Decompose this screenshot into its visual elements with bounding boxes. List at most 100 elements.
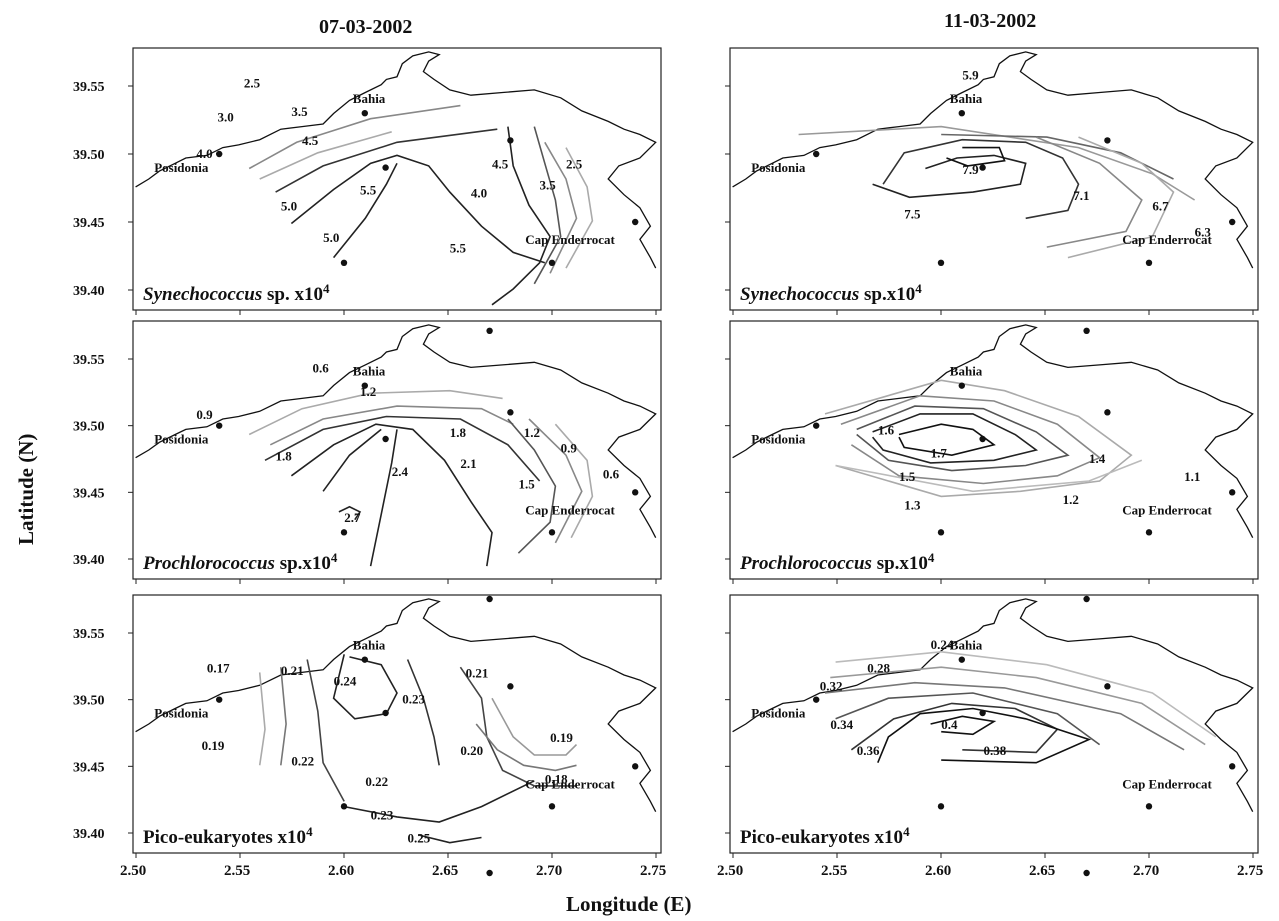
place-label-bahia: Bahia <box>353 638 386 653</box>
coastline <box>732 598 1254 812</box>
contour-label-5: 6.7 <box>1152 198 1169 213</box>
contour-label-10: 1.5 <box>518 477 535 492</box>
y-tick-label-3: 39.45 <box>73 486 105 501</box>
contour-label-3: 0.9 <box>196 407 213 422</box>
contour-line-7 <box>1067 136 1175 259</box>
coastline <box>732 324 1254 538</box>
x-tick-label-3: 2.60 <box>328 863 354 879</box>
station-dot-6 <box>340 529 348 536</box>
contour-line-5 <box>332 162 398 259</box>
contour-line-2 <box>840 394 1102 485</box>
contour-line-1 <box>798 125 1196 201</box>
station-dot-3 <box>382 709 389 717</box>
station-dot-1 <box>958 110 965 117</box>
contour-label-3: 0.24 <box>334 673 357 688</box>
station-dot-1 <box>958 656 965 663</box>
contour-label-11: 5.0 <box>281 198 297 213</box>
contour-label-4: 1.2 <box>524 425 540 440</box>
station-dot-6 <box>340 259 348 266</box>
x-tick-label-5: 2.70 <box>536 863 562 879</box>
station-dot-6 <box>937 259 945 266</box>
map-panel-6: 0.24 0.28 0.32 0.34 0.4 0.36 0.38 Bahia Posidoni… <box>717 594 1263 879</box>
contour-label-13: 5.5 <box>450 240 467 255</box>
contour-line-2 <box>941 133 1174 180</box>
place-label-cap-enderrocat: Cap Enderrocat <box>525 776 615 791</box>
contour-label-4: 4.0 <box>196 146 212 161</box>
station-dot-8 <box>1083 327 1090 334</box>
station-dot-8 <box>1083 595 1090 603</box>
contour-label-2: 3.0 <box>217 109 233 124</box>
contour-label-3: 0.32 <box>820 678 843 693</box>
station-dot-4 <box>1104 137 1111 144</box>
contour-label-8: 2.4 <box>392 464 409 479</box>
x-tick-label-4: 2.65 <box>432 863 458 879</box>
contour-label-9: 2.1 <box>460 456 476 471</box>
contour-label-5: 4.5 <box>302 133 319 148</box>
contour-label-11: 0.18 <box>545 771 568 786</box>
panel-title: Pico-eukaryotes x104 <box>740 824 910 848</box>
station-dot-4 <box>507 137 514 144</box>
coastline <box>135 324 657 538</box>
x-tick-label-2: 2.55 <box>821 863 847 879</box>
place-label-bahia: Bahia <box>353 364 386 379</box>
contour-label-2: 7.9 <box>962 162 979 177</box>
contour-label-6: 0.36 <box>857 743 880 758</box>
column-title-left: 07-03-2002 <box>319 16 413 38</box>
contour-line-6 <box>1035 136 1143 248</box>
contour-label-7: 0.22 <box>291 753 314 768</box>
contour-label-4: 7.1 <box>1073 188 1089 203</box>
contour-label-5: 0.21 <box>466 666 489 681</box>
contour-line-10 <box>417 834 482 844</box>
map-panel-2: 5.9 7.9 7.5 7.1 6.7 6.3 Bahia Posidonia Cap Ende… <box>725 47 1259 334</box>
panel-frame <box>132 594 662 854</box>
station-dot-4 <box>507 683 514 690</box>
station-dot-7 <box>1145 529 1153 536</box>
contour-line-5 <box>946 146 1006 167</box>
contour-line-1 <box>835 650 1217 738</box>
contour-line-4 <box>290 423 493 567</box>
station-dot-7 <box>548 529 556 536</box>
station-dot-1 <box>361 656 368 663</box>
contour-line-5 <box>322 428 382 492</box>
column-title-right: 11-03-2002 <box>944 10 1037 32</box>
y-tick-label-2: 39.50 <box>73 694 105 709</box>
contour-label-12: 4.0 <box>471 185 487 200</box>
contour-line-6 <box>835 459 1143 493</box>
contour-label-7: 5.0 <box>323 230 339 245</box>
map-panel-4: 1.6 1.7 1.5 1.4 1.1 1.3 1.2 Bahia Posidonia Cap E… <box>725 320 1259 603</box>
y-tick-label-4: 39.40 <box>73 553 105 568</box>
contour-label-5: 1.1 <box>1184 469 1200 484</box>
station-dot-4 <box>1104 409 1111 416</box>
panel-title: Synechococcus sp.x104 <box>740 281 922 305</box>
station-dot-7 <box>1145 803 1153 810</box>
contour-line-3 <box>824 681 1185 751</box>
contour-line-9 <box>344 780 535 823</box>
place-label-cap-enderrocat: Cap Enderrocat <box>525 502 615 517</box>
station-dot-1 <box>958 382 965 389</box>
panel-frame <box>729 594 1259 854</box>
x-tick-label-2: 2.55 <box>224 863 250 879</box>
station-dot-8 <box>486 595 493 603</box>
contour-label-10: 2.5 <box>566 157 583 172</box>
contour-label-13: 0.25 <box>408 831 431 846</box>
contour-line-4 <box>835 692 1101 746</box>
station-dot-4 <box>1104 683 1111 690</box>
contour-line-1 <box>258 672 266 766</box>
contour-label-3: 1.5 <box>899 469 916 484</box>
contour-line-2 <box>269 405 514 446</box>
panel-frame <box>132 320 662 580</box>
station-dot-8 <box>1083 869 1090 877</box>
contour-line-3 <box>856 405 1070 472</box>
contour-line-2 <box>259 131 392 180</box>
panel-frame <box>729 47 1259 311</box>
x-tick-label-4: 2.65 <box>1029 863 1055 879</box>
panel-title: Pico-eukaryotes x104 <box>143 824 313 848</box>
contour-line-6 <box>369 429 398 567</box>
contour-line-8 <box>544 141 578 274</box>
station-dot-5 <box>1229 763 1236 770</box>
contour-label-2: 0.28 <box>867 660 890 675</box>
station-dot-3 <box>382 164 389 171</box>
contour-label-7: 0.38 <box>983 743 1006 758</box>
